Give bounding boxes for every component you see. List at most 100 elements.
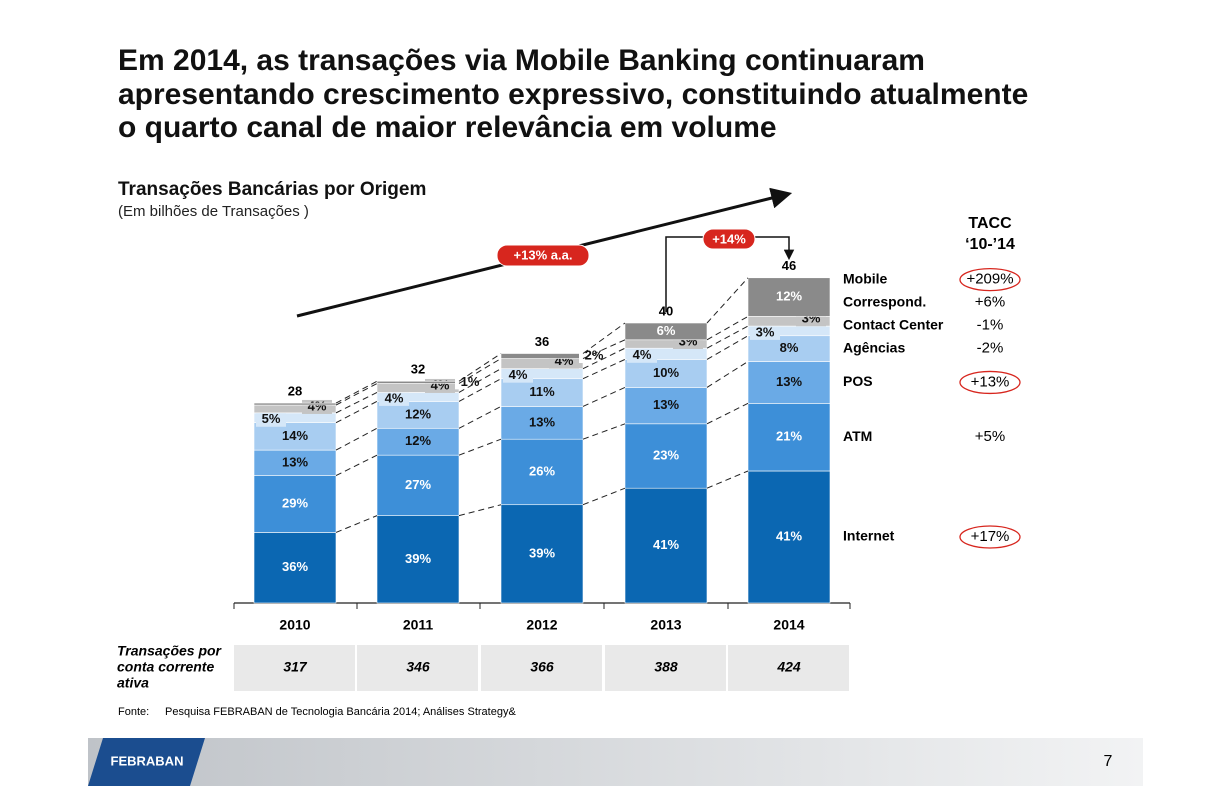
legend-label: Contact Center — [843, 316, 944, 332]
footer-band — [88, 738, 1143, 786]
bar-segment — [253, 402, 337, 406]
label-box — [750, 325, 780, 340]
bar-segment — [253, 532, 337, 604]
source-label: Fonte: — [118, 706, 149, 718]
x-tick-label: 2013 — [650, 617, 681, 633]
bar-segment — [376, 454, 460, 516]
legend-label: ATM — [843, 428, 872, 444]
connector — [458, 358, 502, 384]
segment-label: 5% — [262, 411, 281, 426]
total-label: 40 — [659, 303, 673, 318]
bar-segment — [747, 277, 831, 317]
cagr-header: TACC — [968, 215, 1012, 232]
connector — [458, 368, 502, 393]
connector — [706, 335, 749, 360]
segment-label: 12% — [776, 289, 802, 304]
table-cell — [234, 645, 355, 691]
connector — [335, 427, 378, 451]
connector — [335, 383, 378, 406]
cagr-value: -2% — [977, 340, 1004, 357]
segment-label: 4% — [385, 390, 404, 405]
x-tick-label: 2012 — [526, 617, 557, 633]
connector — [706, 361, 749, 388]
segment-label: 6% — [657, 323, 676, 338]
segment-label: 27% — [405, 477, 431, 492]
cagr-value: -1% — [977, 317, 1004, 334]
connector — [706, 470, 749, 489]
connector — [706, 325, 749, 349]
legend-label: Correspond. — [843, 293, 926, 309]
connector — [458, 353, 502, 382]
label-box — [503, 368, 533, 383]
bar-segment — [747, 403, 831, 472]
bar-segment — [624, 322, 708, 341]
logo-box — [88, 738, 205, 786]
segment-label: 13% — [653, 397, 679, 412]
segment-label: 26% — [529, 463, 555, 478]
bar-segment — [500, 406, 584, 440]
chart-title: Transações Bancárias por Origem — [118, 179, 426, 200]
table-value: 424 — [776, 659, 801, 675]
segment-label: 4% — [431, 377, 450, 392]
segment-label: 4% — [633, 347, 652, 362]
cagr-value: +13% — [971, 373, 1010, 390]
table-cell — [481, 645, 602, 691]
connector — [582, 386, 626, 407]
label-box — [256, 412, 286, 427]
chart-subtitle: (Em bilhões de Transações ) — [118, 203, 309, 220]
segment-label: 8% — [780, 340, 799, 355]
segment-label: 4% — [308, 398, 327, 413]
pill — [496, 244, 590, 267]
legend-label: Agências — [843, 339, 905, 355]
last-growth: +14% — [712, 231, 746, 246]
connector — [335, 515, 378, 533]
connector — [582, 322, 626, 354]
connector — [582, 347, 626, 370]
label-box — [627, 348, 657, 363]
segment-label: 29% — [282, 495, 308, 510]
x-tick-label: 2014 — [773, 617, 804, 633]
cagr-value: +6% — [975, 294, 1005, 311]
connector — [335, 391, 378, 414]
bar-segment — [376, 515, 460, 604]
connector — [458, 438, 502, 456]
segment-label: 12% — [405, 406, 431, 421]
total-label: 36 — [535, 334, 549, 349]
connector — [582, 358, 626, 380]
connector — [706, 402, 749, 425]
bar-segment — [624, 387, 708, 425]
segment-label: 36% — [282, 559, 308, 574]
segment-label: 4% — [509, 367, 528, 382]
segment-label: 21% — [776, 429, 802, 444]
total-label: 32 — [411, 362, 425, 377]
headline: o quarto canal de maior relevância em vo… — [118, 111, 777, 144]
bar-segment — [624, 487, 708, 604]
segment-label: 39% — [405, 551, 431, 566]
connector — [335, 454, 378, 477]
legend-label: Mobile — [843, 270, 888, 286]
logo: FEBRABAN — [111, 753, 184, 768]
bar-segment — [624, 423, 708, 489]
connector — [458, 504, 502, 517]
table-label: Transações por — [117, 643, 223, 659]
segment-label: 23% — [653, 447, 679, 462]
source-text: Pesquisa FEBRABAN de Tecnologia Bancária… — [165, 706, 516, 718]
bar-segment — [376, 427, 460, 456]
bar-segment — [747, 470, 831, 604]
legend-label: Internet — [843, 528, 895, 544]
segment-label: 3% — [756, 324, 775, 339]
bar-segment — [624, 359, 708, 388]
connector — [458, 378, 502, 402]
connector — [335, 380, 378, 404]
segment-label: 39% — [529, 545, 555, 560]
connector — [582, 487, 626, 506]
cagr-circle — [959, 525, 1021, 549]
segment-label: 14% — [282, 428, 308, 443]
headline: Em 2014, as transações via Mobile Bankin… — [118, 44, 925, 77]
cagr-circle — [959, 267, 1021, 292]
table-label: conta corrente — [117, 659, 214, 675]
segment-label: 41% — [653, 537, 679, 552]
pill — [702, 228, 756, 250]
x-tick-label: 2010 — [279, 617, 310, 633]
